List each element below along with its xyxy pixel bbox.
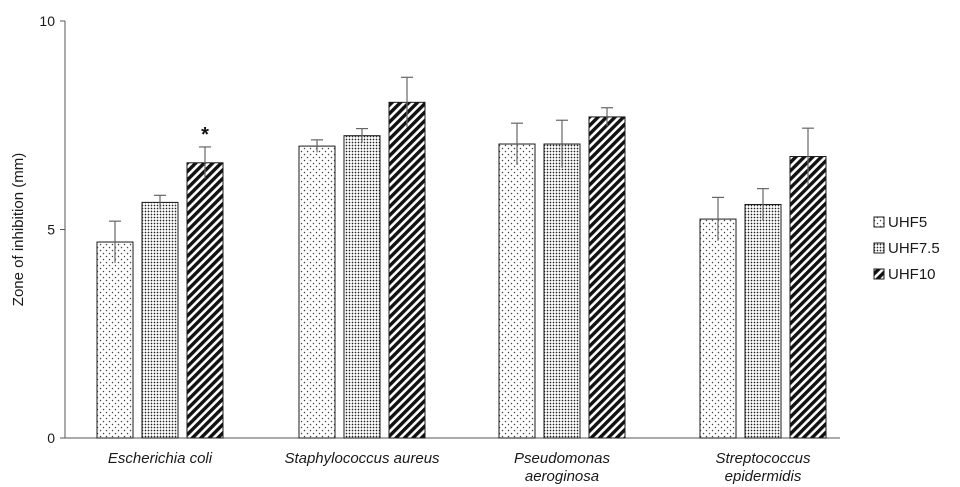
category-label-line: aeroginosa (525, 468, 599, 485)
bar (498, 143, 536, 439)
category-label-line: epidermidis (725, 468, 802, 485)
labels: 0 5 10 Zone of inhibition (mm) Escherichia c… (10, 13, 811, 485)
error-bars (109, 76, 814, 263)
bar (343, 135, 381, 439)
y-tick-label: 5 (47, 222, 55, 238)
bar (699, 218, 737, 439)
category-label: Streptococcus epidermidis (715, 450, 811, 485)
bar (141, 201, 179, 439)
category-label: Staphylococcus aureus (284, 450, 440, 467)
legend-label: UHF10 (888, 266, 936, 283)
bar (543, 143, 581, 439)
category-label: Escherichia coli (108, 450, 213, 467)
legend-label: UHF7.5 (888, 240, 940, 257)
category-label-line: Escherichia coli (108, 450, 213, 467)
bar (789, 156, 827, 439)
legend-swatch (873, 216, 885, 228)
bar (744, 203, 782, 439)
bar (96, 241, 134, 439)
y-tick-label: 0 (47, 430, 55, 446)
bar (388, 101, 426, 439)
y-tick-label: 10 (39, 13, 55, 29)
category-label: Pseudomonas aeroginosa (514, 450, 610, 485)
legend-label: UHF5 (888, 214, 927, 231)
legend-swatch (873, 242, 885, 254)
legend-swatch (873, 268, 885, 280)
bar (588, 116, 626, 439)
bars (96, 101, 827, 439)
bar (298, 145, 336, 439)
significance-marker: * (201, 124, 209, 146)
bar (186, 162, 224, 439)
category-label-line: Pseudomonas (514, 450, 610, 467)
legend: UHF5 UHF7.5 UHF10 (873, 214, 940, 283)
category-label-line: Staphylococcus aureus (284, 450, 440, 467)
category-label-line: Streptococcus (715, 450, 811, 467)
y-axis-title: Zone of inhibition (mm) (10, 153, 27, 306)
